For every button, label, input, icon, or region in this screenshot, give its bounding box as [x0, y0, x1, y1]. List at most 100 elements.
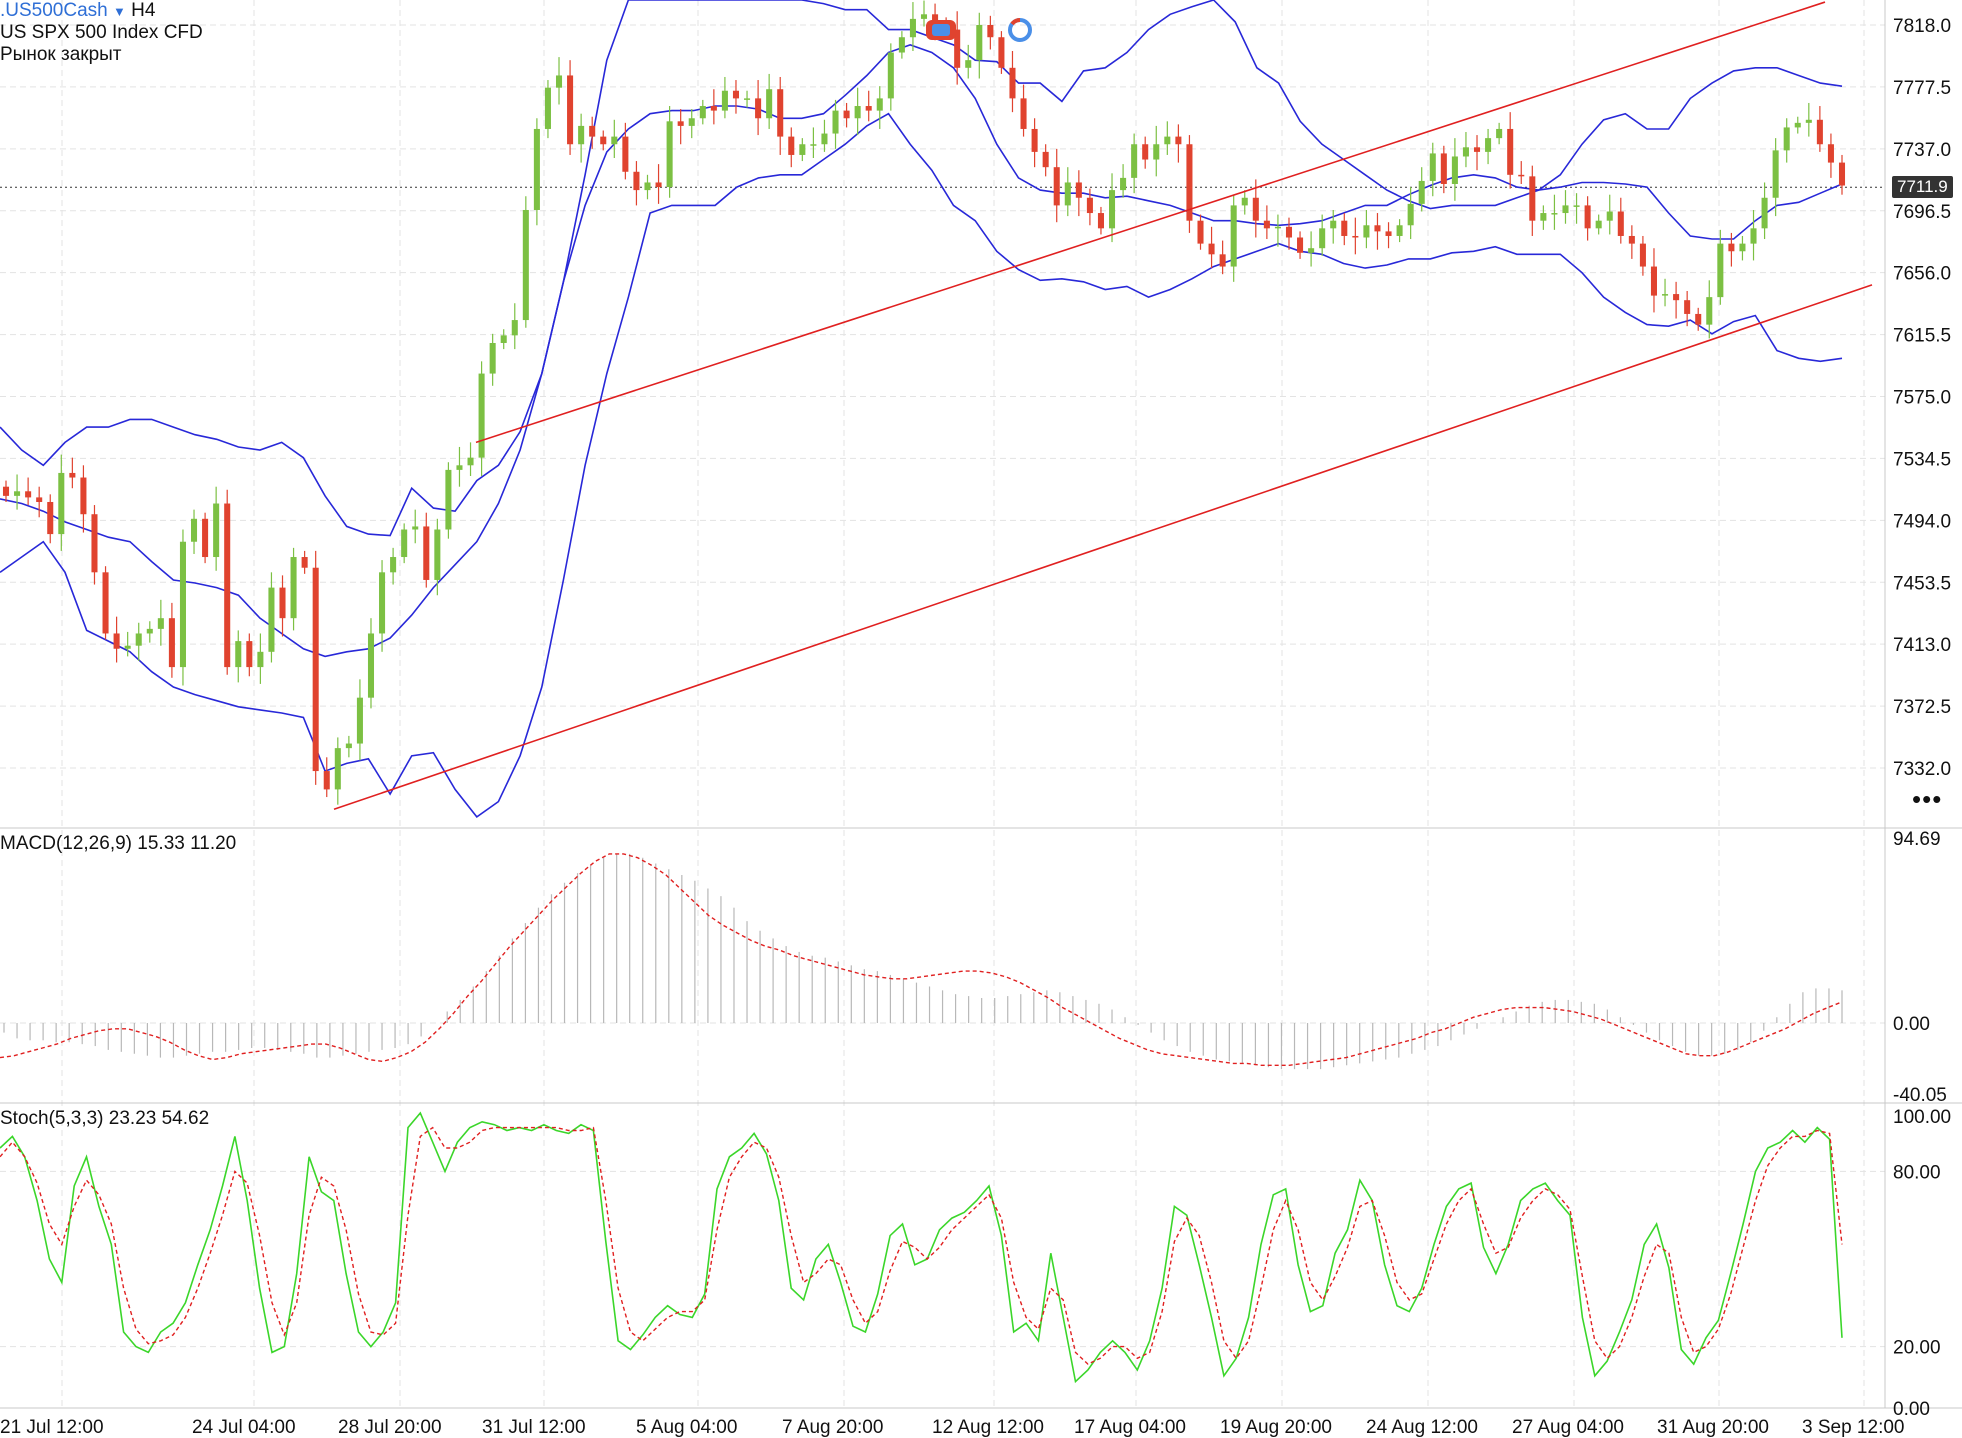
candle: [1031, 118, 1038, 168]
candle: [268, 572, 275, 663]
candle: [1053, 148, 1060, 223]
candle: [257, 633, 264, 684]
candle: [1739, 235, 1746, 261]
candle: [1473, 135, 1481, 171]
symbol-selector[interactable]: .US500Cash: [0, 0, 108, 21]
candle: [91, 505, 98, 585]
candle: [1131, 133, 1138, 194]
candle: [1783, 118, 1790, 163]
candle: [832, 99, 839, 149]
macd-panel: [0, 853, 1885, 1070]
price-tick-label: 7696.5: [1893, 202, 1951, 223]
candle: [1584, 196, 1591, 241]
candle: [1485, 128, 1492, 165]
candle: [323, 757, 330, 798]
candle: [1750, 209, 1757, 261]
candle: [677, 109, 684, 145]
candle: [1374, 213, 1381, 250]
candle: [821, 119, 828, 152]
candle: [168, 602, 175, 678]
candle: [1352, 217, 1359, 255]
candle: [69, 457, 76, 489]
candle: [1164, 121, 1171, 155]
candle: [1451, 138, 1458, 201]
channel-line[interactable]: [333, 284, 1873, 811]
candle: [1197, 214, 1204, 250]
trade-marker-icon[interactable]: [1008, 18, 1032, 42]
candle: [1706, 280, 1713, 339]
current-price-badge: 7711.9: [1892, 176, 1953, 198]
candle: [401, 523, 408, 564]
candle: [666, 106, 673, 198]
candle: [1297, 231, 1304, 259]
candle: [1308, 231, 1315, 267]
candle: [1728, 232, 1735, 267]
candle: [1628, 225, 1635, 259]
price-tick-label: 7534.5: [1893, 449, 1951, 470]
candle: [1230, 194, 1237, 282]
more-dots-icon[interactable]: •••: [1912, 784, 1943, 814]
candle: [1496, 122, 1503, 145]
trade-markers[interactable]: [926, 18, 1032, 42]
candle: [1009, 50, 1016, 113]
candle: [1507, 112, 1514, 189]
stoch-tick-label: 100.00: [1893, 1107, 1951, 1128]
candle: [1075, 170, 1082, 217]
candle: [633, 161, 640, 206]
time-tick-label: 21 Jul 12:00: [0, 1417, 104, 1438]
candle: [1252, 179, 1259, 238]
candle: [1617, 197, 1624, 244]
stoch-tick-label: 20.00: [1893, 1338, 1941, 1359]
candle: [1595, 214, 1602, 235]
candle: [102, 566, 109, 640]
macd-tick-label: 94.69: [1893, 829, 1941, 850]
macd-value: 15.33: [137, 833, 185, 854]
candle: [655, 164, 662, 204]
timeframe-label[interactable]: H4: [131, 0, 156, 21]
candle: [1064, 167, 1071, 217]
chevron-down-icon[interactable]: ▼: [113, 4, 126, 19]
candle: [887, 43, 894, 111]
candle: [1241, 190, 1248, 215]
trade-marker-icon[interactable]: [926, 20, 956, 40]
macd-legend: MACD(12,26,9) 15.33 11.20: [0, 833, 236, 855]
candle: [312, 550, 319, 785]
candle: [135, 622, 142, 661]
candle: [113, 616, 120, 663]
candle: [721, 76, 728, 119]
candle: [36, 486, 43, 518]
candle: [191, 509, 198, 554]
candle: [1827, 133, 1834, 178]
candle: [157, 599, 164, 646]
candle: [1673, 281, 1680, 319]
candle: [954, 11, 961, 85]
candle: [489, 333, 496, 386]
price-tick-label: 7777.5: [1893, 78, 1951, 99]
candle: [2, 480, 10, 502]
candle: [644, 174, 651, 200]
candle: [1562, 190, 1569, 224]
candle: [1684, 291, 1691, 327]
grid-lines: [0, 0, 1885, 1408]
time-tick-label: 5 Aug 04:00: [636, 1417, 737, 1438]
candle: [1285, 217, 1293, 250]
channel-line[interactable]: [475, 1, 1826, 444]
candle: [810, 127, 817, 159]
stoch-tick-label: 0.00: [1893, 1399, 1930, 1420]
candle: [622, 122, 629, 180]
candle: [1794, 116, 1801, 134]
bollinger-upper: [0, 0, 1843, 537]
candle: [555, 57, 563, 105]
candle: [1097, 206, 1104, 235]
time-tick-label: 3 Sep 12:00: [1802, 1417, 1904, 1438]
candle: [522, 196, 529, 328]
candle: [1274, 214, 1281, 247]
candle: [146, 621, 153, 643]
price-tick-label: 7615.5: [1893, 326, 1951, 347]
candle: [1717, 229, 1724, 305]
trend-channel[interactable]: [333, 1, 1873, 811]
time-tick-label: 12 Aug 12:00: [932, 1417, 1044, 1438]
candle: [1650, 248, 1657, 313]
candle: [1551, 194, 1558, 230]
